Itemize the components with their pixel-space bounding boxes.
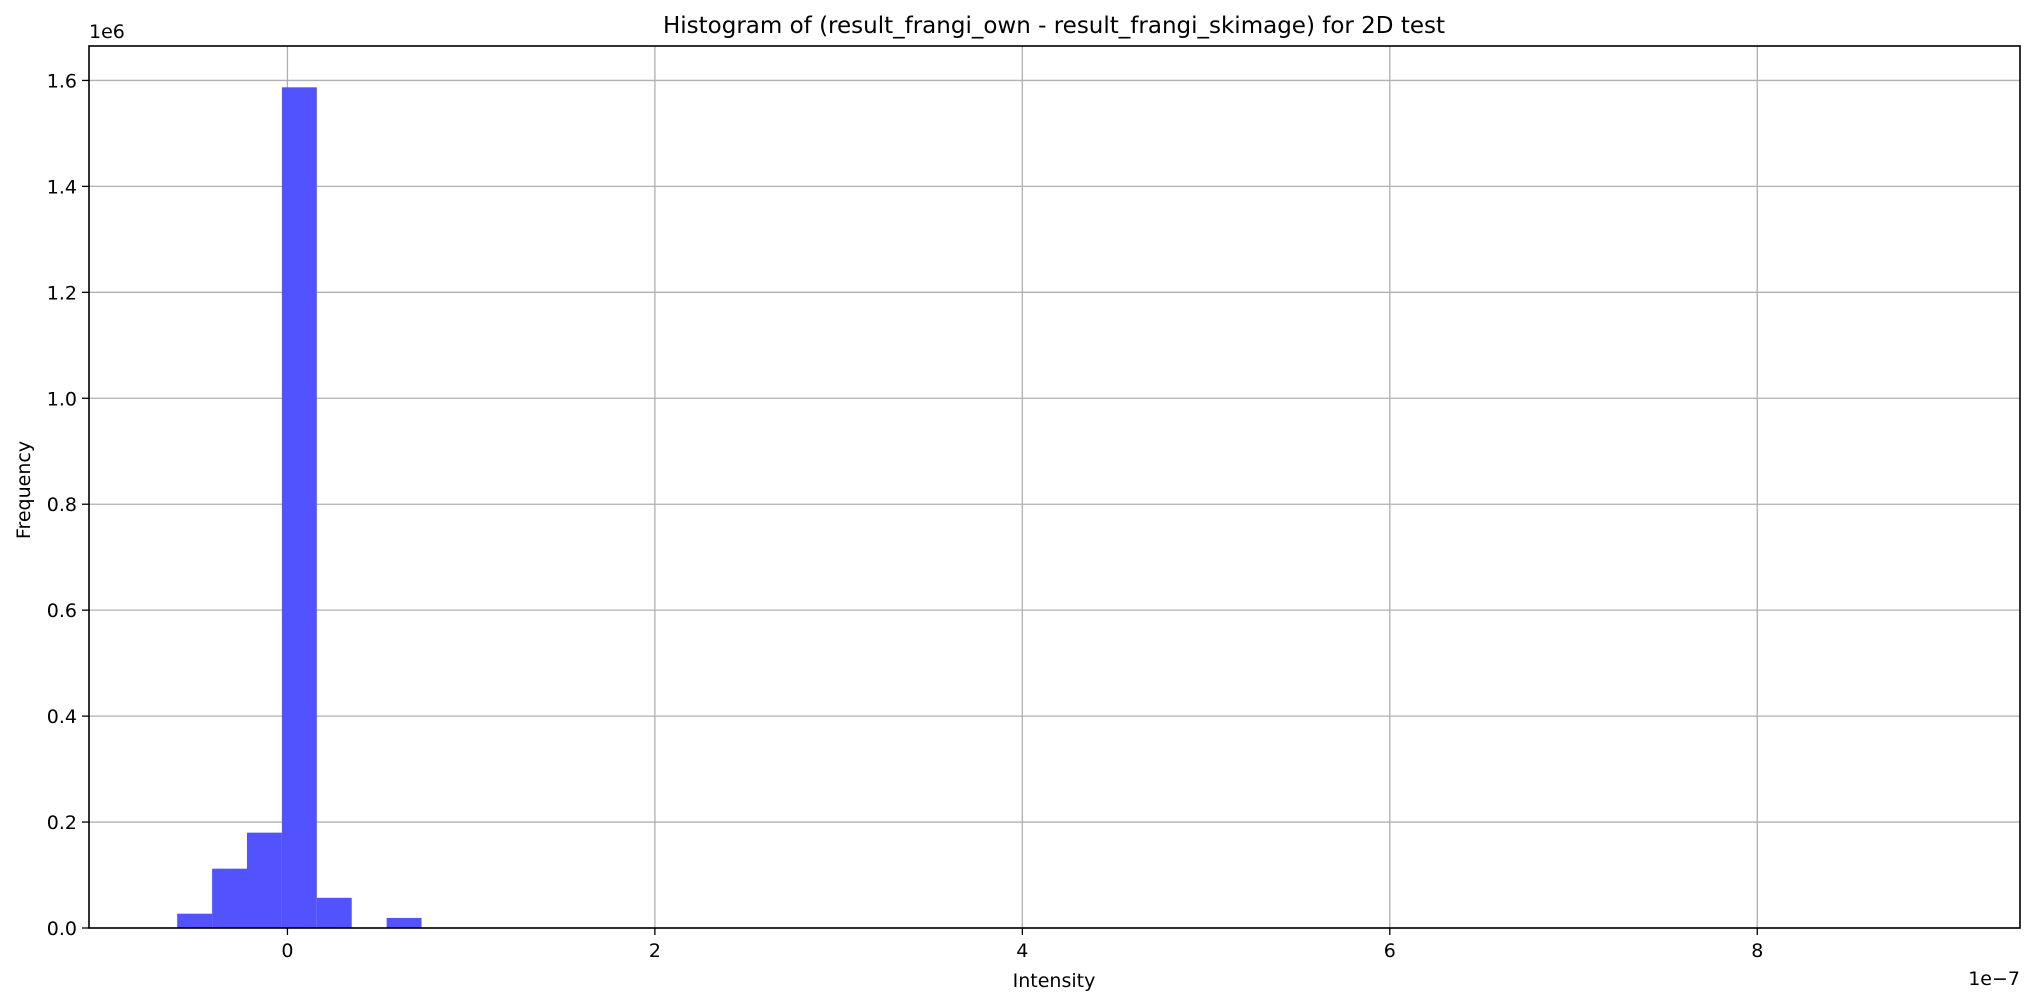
y-tick-label: 1.2 [47,282,77,304]
axis-ticks: 0 2 4 6 8 0.0 0.2 0.4 0.6 0.8 1.0 1.2 1.4 1.6 [47,70,1764,962]
y-tick-label: 0.6 [47,600,77,622]
plot-frame [88,45,2021,929]
x-axis-label: Intensity [1013,970,1096,992]
x-tick-label: 4 [1016,940,1028,962]
histogram-bar [281,87,317,929]
x-axis-offset-label: 1e−7 [1968,968,2020,990]
y-tick-label: 1.6 [47,70,77,92]
x-tick-label: 8 [1751,940,1763,962]
histogram-bar [316,897,352,928]
y-tick-label: 1.0 [47,388,77,410]
y-axis-label: Frequency [13,441,35,539]
histogram-bar [212,868,248,928]
chart-title: Histogram of (result_frangi_own - result… [663,13,1445,39]
y-tick-label: 0.2 [47,812,77,834]
histogram-bars [177,87,422,929]
y-tick-label: 1.4 [47,176,77,198]
y-tick-label: 0.4 [47,706,77,728]
x-tick-label: 2 [649,940,661,962]
x-tick-label: 6 [1384,940,1396,962]
histogram-bar [247,832,282,928]
y-tick-label: 0.0 [47,918,77,940]
y-axis-offset-label: 1e6 [89,21,125,43]
histogram-bar [386,917,422,928]
y-tick-label: 0.8 [47,494,77,516]
x-tick-label: 0 [281,940,293,962]
grid [89,46,2020,929]
histogram-bar [177,913,213,928]
